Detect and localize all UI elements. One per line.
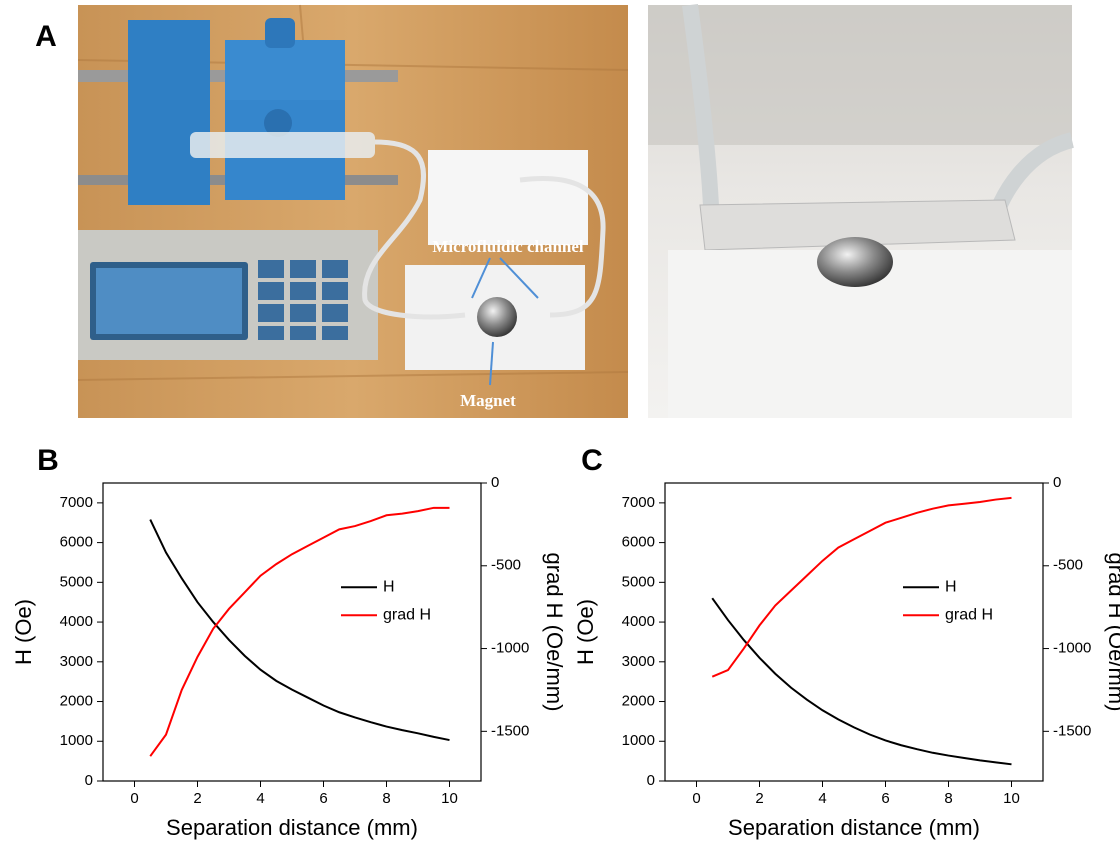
y-tick-label: 6000 (622, 534, 655, 551)
y2-axis-title: grad H (Oe/mm) (1104, 553, 1120, 712)
y2-tick-label: -1500 (1053, 722, 1091, 739)
y2-tick-label: -500 (1053, 557, 1083, 574)
y-tick-label: 2000 (60, 693, 93, 710)
panel-label: C (581, 444, 603, 477)
x-tick-label: 0 (130, 790, 138, 807)
x-tick-label: 2 (193, 790, 201, 807)
y2-tick-label: 0 (491, 474, 499, 491)
y-tick-label: 6000 (60, 534, 93, 551)
y-tick-label: 5000 (60, 573, 93, 590)
data-line (150, 520, 449, 741)
x-tick-label: 4 (256, 790, 264, 807)
plot-frame (665, 483, 1043, 781)
y-tick-label: 4000 (622, 613, 655, 630)
legend-label: grad H (383, 607, 431, 624)
y-tick-label: 2000 (622, 693, 655, 710)
y2-tick-label: -1000 (1053, 640, 1091, 657)
y2-tick-label: -1000 (491, 640, 529, 657)
photo-annotation: Microfluidic channel (432, 237, 584, 256)
photo-right (648, 5, 1072, 418)
x-tick-label: 6 (319, 790, 327, 807)
x-tick-label: 2 (755, 790, 763, 807)
y-tick-label: 3000 (622, 653, 655, 670)
y2-axis-title: grad H (Oe/mm) (542, 553, 567, 712)
y-tick-label: 0 (647, 772, 655, 789)
legend-label: H (945, 579, 957, 596)
y-tick-label: 7000 (622, 494, 655, 511)
photo-annotation: Magnet (460, 391, 516, 410)
y-axis-title: H (Oe) (11, 599, 36, 665)
y-tick-label: 1000 (622, 732, 655, 749)
x-tick-label: 8 (382, 790, 390, 807)
x-axis-title: Separation distance (mm) (166, 815, 418, 840)
x-tick-label: 6 (881, 790, 889, 807)
data-line (712, 498, 1011, 677)
panel-label: A (35, 20, 57, 53)
y-tick-label: 5000 (622, 573, 655, 590)
y-axis-title: H (Oe) (573, 599, 598, 665)
y-tick-label: 1000 (60, 732, 93, 749)
panel-label: B (37, 444, 59, 477)
y2-tick-label: -1500 (491, 722, 529, 739)
photo-left: Microfluidic channel Magnet (78, 5, 628, 418)
y-tick-label: 0 (85, 772, 93, 789)
legend-label: grad H (945, 607, 993, 624)
x-tick-label: 4 (818, 790, 826, 807)
x-axis-title: Separation distance (mm) (728, 815, 980, 840)
x-tick-label: 0 (692, 790, 700, 807)
x-tick-label: 8 (944, 790, 952, 807)
y-tick-label: 3000 (60, 653, 93, 670)
plot-frame (103, 483, 481, 781)
y2-tick-label: 0 (1053, 474, 1061, 491)
y2-tick-label: -500 (491, 557, 521, 574)
x-tick-label: 10 (441, 790, 458, 807)
y-tick-label: 4000 (60, 613, 93, 630)
figure: Microfluidic channel Magnet A B 0 2 4 6 8 10 0 1… (0, 0, 1120, 843)
y-tick-label: 7000 (60, 494, 93, 511)
data-line (150, 508, 449, 756)
legend-label: H (383, 579, 395, 596)
x-tick-label: 10 (1003, 790, 1020, 807)
